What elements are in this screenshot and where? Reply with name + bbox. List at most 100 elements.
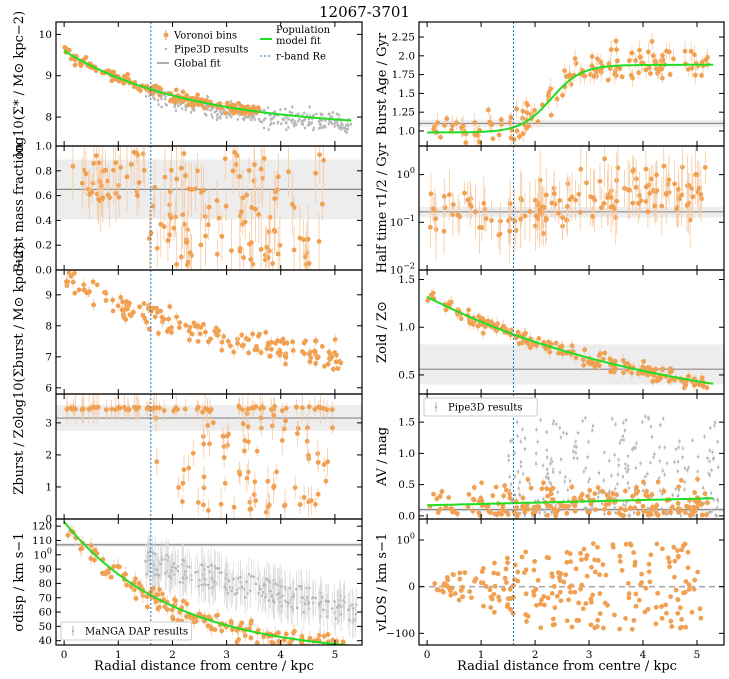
voronoi-bin-point [100,195,106,201]
voronoi-bin-point [268,346,274,352]
legend-grey-label: Pipe3D results [174,45,248,56]
grey-point [639,462,642,465]
voronoi-bin-point [109,78,115,84]
voronoi-bin-point [605,77,611,83]
y-tick-label: 1.5 [398,417,415,429]
grey-point [696,470,699,473]
grey-point [312,114,315,118]
grey-point [166,559,169,562]
voronoi-bin-point [207,441,212,447]
voronoi-bin-point [90,404,96,410]
grey-point [291,596,294,599]
voronoi-bin-point [622,488,628,494]
voronoi-bin-point [585,493,591,499]
grey-point [244,596,247,599]
grey-point [517,487,520,490]
voronoi-bin-point [317,152,323,158]
voronoi-bin-point [551,191,557,196]
grey-point [279,108,282,111]
voronoi-bin-point [195,92,200,98]
grey-point [189,111,193,114]
y-tick-label: 0.6 [35,190,52,202]
y-tick-label: 0.4 [35,215,52,227]
grey-point [340,126,343,129]
panel-attenuation: 0.0 0.5 1.0 1.5 AV / mag Pipe3D results [375,393,725,522]
grey-point [289,598,292,602]
grey-point [570,503,573,506]
grey-point [658,446,661,449]
grey-point [307,600,310,604]
voronoi-bin-point [161,224,167,230]
grey-point [272,116,275,119]
voronoi-bin-point [176,325,182,330]
legend-fit-label: Population [276,25,331,36]
voronoi-bin-point [331,366,336,372]
voronoi-bin-point [508,327,514,333]
grey-point [203,568,206,571]
grey-point [280,122,283,125]
voronoi-bin-point [294,431,300,436]
voronoi-bin-point [682,48,688,54]
grey-point [348,618,351,622]
voronoi-bin-point [124,582,130,588]
voronoi-bin-point [219,233,225,239]
voronoi-bin-point [514,505,520,510]
grey-point [603,491,606,495]
grey-point [646,507,650,510]
voronoi-bin-point [179,499,185,504]
voronoi-bin-point [180,480,186,486]
voronoi-bin-point [94,191,100,197]
voronoi-bin-point [308,498,314,503]
grey-point [284,107,287,111]
grey-point [162,93,165,96]
grey-point [513,451,516,454]
y-tick-label: 0.5 [398,369,415,381]
voronoi-bin-point [514,128,520,134]
plot-area-old_metallicity [419,270,724,394]
voronoi-bin-point [239,209,244,215]
voronoi-bin-point [703,512,709,518]
voronoi-bin-point [644,488,649,494]
voronoi-bin-point [431,126,437,132]
voronoi-bin-point [155,309,160,315]
y-tick-label: 0 [45,514,52,526]
voronoi-bin-point [482,206,488,212]
grey-point [556,491,559,494]
grey-point [327,112,330,116]
voronoi-bin-point [647,190,653,196]
grey-point [306,596,309,599]
voronoi-bin-point [245,424,251,429]
voronoi-bin-point [167,304,173,309]
voronoi-bin-point [643,67,649,73]
grey-point [608,489,611,493]
voronoi-bin-point [648,367,654,372]
grey-point [528,482,531,485]
grey-point [243,588,246,591]
voronoi-bin-point [333,359,339,365]
grey-point [584,416,587,419]
voronoi-bin-point [670,504,675,510]
voronoi-bin-point [138,88,143,93]
voronoi-bin-point [68,273,74,279]
grey-point [517,470,520,473]
grey-point [707,512,710,515]
grey-point [225,573,228,576]
grey-point [182,559,185,563]
grey-point [168,573,172,576]
grey-point [213,580,216,583]
grey-point [523,514,526,517]
grey-point [258,119,261,123]
grey-point [555,423,558,426]
grey-point [537,499,540,502]
voronoi-bin-point [183,173,188,179]
grey-point [184,108,187,111]
voronoi-bin-point [705,500,710,506]
voronoi-bin-point [124,174,130,180]
grey-point [644,475,647,478]
voronoi-bin-point [303,261,309,267]
grey-point [272,600,275,603]
grey-point [205,103,208,106]
plot-area-burst_age [419,22,724,146]
voronoi-bin-point [232,149,237,155]
voronoi-bin-point [472,120,478,126]
